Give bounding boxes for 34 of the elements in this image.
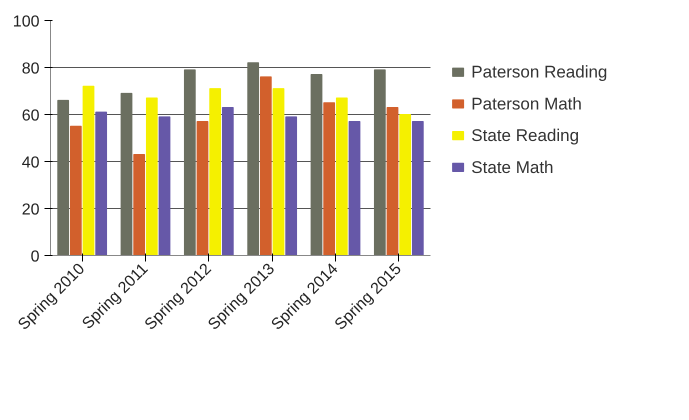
legend-label: State Math [471, 158, 554, 177]
bar [95, 112, 108, 256]
bar [70, 126, 82, 256]
bar [310, 74, 322, 256]
bar [120, 92, 132, 256]
bar [412, 121, 424, 256]
bar [323, 102, 336, 256]
bar [146, 98, 158, 256]
bar [184, 69, 196, 256]
y-tick-label: 60 [22, 108, 40, 124]
bar [57, 100, 70, 256]
y-tick-label: 40 [22, 154, 40, 172]
legend-label: Paterson Math [471, 94, 582, 114]
y-tick-label: 0 [30, 248, 40, 266]
bar [348, 121, 360, 256]
bar [158, 116, 170, 256]
bar [209, 88, 222, 256]
bar [272, 88, 284, 256]
y-tick-label: 80 [22, 60, 40, 78]
bar [386, 106, 398, 256]
bar [222, 106, 234, 256]
bar [399, 114, 412, 256]
bar [82, 86, 94, 256]
y-tick-label: 100 [12, 14, 40, 30]
bar [374, 69, 386, 256]
bar [133, 154, 146, 256]
bar [247, 62, 260, 256]
legend-label: State Reading [471, 126, 580, 146]
bar [260, 76, 272, 256]
y-tick-label: 20 [22, 202, 40, 218]
legend-label: Paterson Reading [471, 62, 608, 82]
bar [285, 116, 298, 256]
bar [196, 121, 208, 256]
bar [336, 98, 348, 256]
